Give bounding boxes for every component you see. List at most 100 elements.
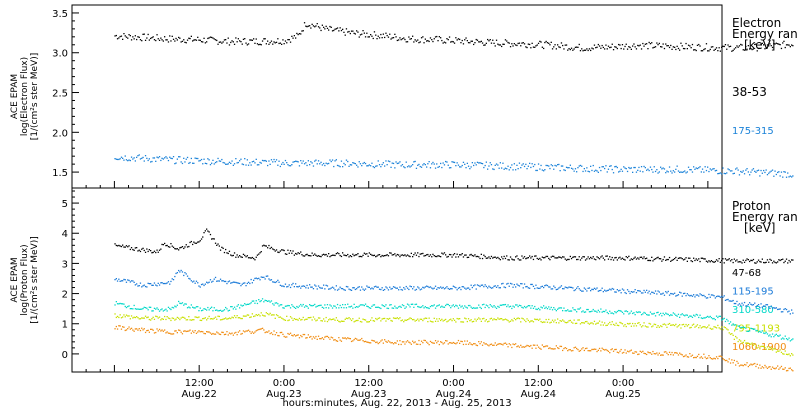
scatter-mark — [284, 253, 287, 255]
scatter-mark — [184, 41, 186, 43]
scatter-mark — [265, 331, 267, 333]
scatter-mark — [751, 48, 753, 51]
scatter-mark — [478, 284, 480, 287]
scatter-mark — [527, 345, 529, 347]
scatter-mark — [765, 169, 767, 171]
scatter-mark — [198, 316, 200, 318]
scatter-mark — [235, 331, 237, 334]
scatter-mark — [652, 260, 654, 262]
scatter-mark — [469, 42, 471, 44]
scatter-mark — [551, 255, 554, 257]
scatter-mark — [541, 321, 543, 324]
scatter-mark — [606, 349, 608, 352]
scatter-mark — [367, 255, 369, 257]
scatter-mark — [498, 257, 500, 260]
scatter-mark — [773, 43, 775, 45]
scatter-mark — [713, 357, 715, 359]
scatter-mark — [219, 160, 222, 162]
scatter-mark — [782, 42, 784, 44]
scatter-mark — [676, 315, 678, 317]
scatter-mark — [733, 324, 735, 326]
scatter-mark — [127, 279, 129, 281]
scatter-mark — [237, 331, 239, 333]
scatter-mark — [240, 158, 242, 160]
scatter-mark — [779, 334, 781, 336]
scatter-mark — [625, 256, 627, 258]
scatter-mark — [422, 305, 424, 307]
scatter-mark — [426, 341, 428, 343]
proton-legend-entry: 115-195 — [732, 287, 774, 298]
scatter-mark — [381, 37, 383, 39]
scatter-mark — [508, 306, 510, 308]
scatter-mark — [637, 322, 639, 324]
scatter-mark — [371, 305, 373, 307]
scatter-mark — [389, 33, 391, 35]
scatter-mark — [502, 344, 504, 346]
scatter-mark — [433, 255, 435, 257]
scatter-mark — [283, 319, 285, 321]
scatter-mark — [732, 334, 734, 336]
scatter-mark — [180, 161, 182, 163]
scatter-mark — [643, 311, 645, 314]
scatter-mark — [699, 166, 701, 168]
scatter-mark — [630, 325, 632, 327]
scatter-mark — [546, 308, 549, 310]
scatter-mark — [666, 170, 668, 172]
scatter-mark — [553, 307, 555, 309]
scatter-mark — [672, 312, 674, 314]
scatter-mark — [572, 49, 574, 51]
scatter-mark — [621, 352, 624, 354]
scatter-mark — [129, 35, 131, 37]
scatter-mark — [755, 346, 757, 348]
scatter-mark — [605, 309, 607, 311]
scatter-mark — [531, 42, 533, 44]
scatter-mark — [662, 167, 664, 169]
scatter-mark — [363, 319, 365, 321]
scatter-mark — [731, 300, 733, 302]
scatter-mark — [362, 318, 364, 320]
scatter-mark — [570, 321, 573, 323]
scatter-mark — [596, 350, 598, 353]
scatter-mark — [742, 341, 744, 343]
scatter-mark — [649, 293, 652, 295]
scatter-mark — [745, 169, 747, 171]
scatter-mark — [265, 160, 267, 162]
scatter-mark — [125, 329, 128, 331]
scatter-mark — [620, 310, 622, 312]
scatter-mark — [221, 280, 223, 282]
scatter-mark — [677, 354, 680, 356]
scatter-mark — [654, 323, 657, 326]
electron-legend-title: Energy ran — [732, 27, 798, 41]
scatter-mark — [562, 256, 564, 258]
scatter-mark — [269, 42, 271, 44]
scatter-mark — [789, 261, 791, 263]
scatter-mark — [319, 163, 321, 165]
scatter-mark — [602, 46, 604, 49]
scatter-mark — [138, 308, 140, 310]
scatter-mark — [233, 306, 236, 308]
scatter-mark — [223, 318, 226, 320]
scatter-mark — [654, 353, 657, 355]
scatter-mark — [115, 158, 117, 160]
scatter-mark — [747, 365, 749, 368]
scatter-mark — [298, 285, 301, 287]
scatter-mark — [377, 254, 379, 256]
scatter-mark — [358, 317, 360, 319]
scatter-mark — [255, 300, 257, 302]
scatter-mark — [295, 252, 297, 255]
scatter-mark — [455, 321, 457, 323]
scatter-mark — [345, 28, 348, 30]
scatter-mark — [384, 165, 386, 167]
scatter-mark — [249, 330, 251, 333]
scatter-mark — [576, 171, 578, 173]
scatter-mark — [258, 164, 260, 166]
scatter-mark — [666, 292, 668, 294]
scatter-mark — [152, 329, 154, 331]
scatter-mark — [777, 365, 779, 367]
scatter-mark — [300, 287, 302, 289]
scatter-mark — [338, 288, 340, 290]
scatter-mark — [595, 47, 597, 49]
scatter-mark — [628, 46, 630, 48]
scatter-mark — [695, 325, 697, 327]
scatter-mark — [621, 44, 624, 46]
